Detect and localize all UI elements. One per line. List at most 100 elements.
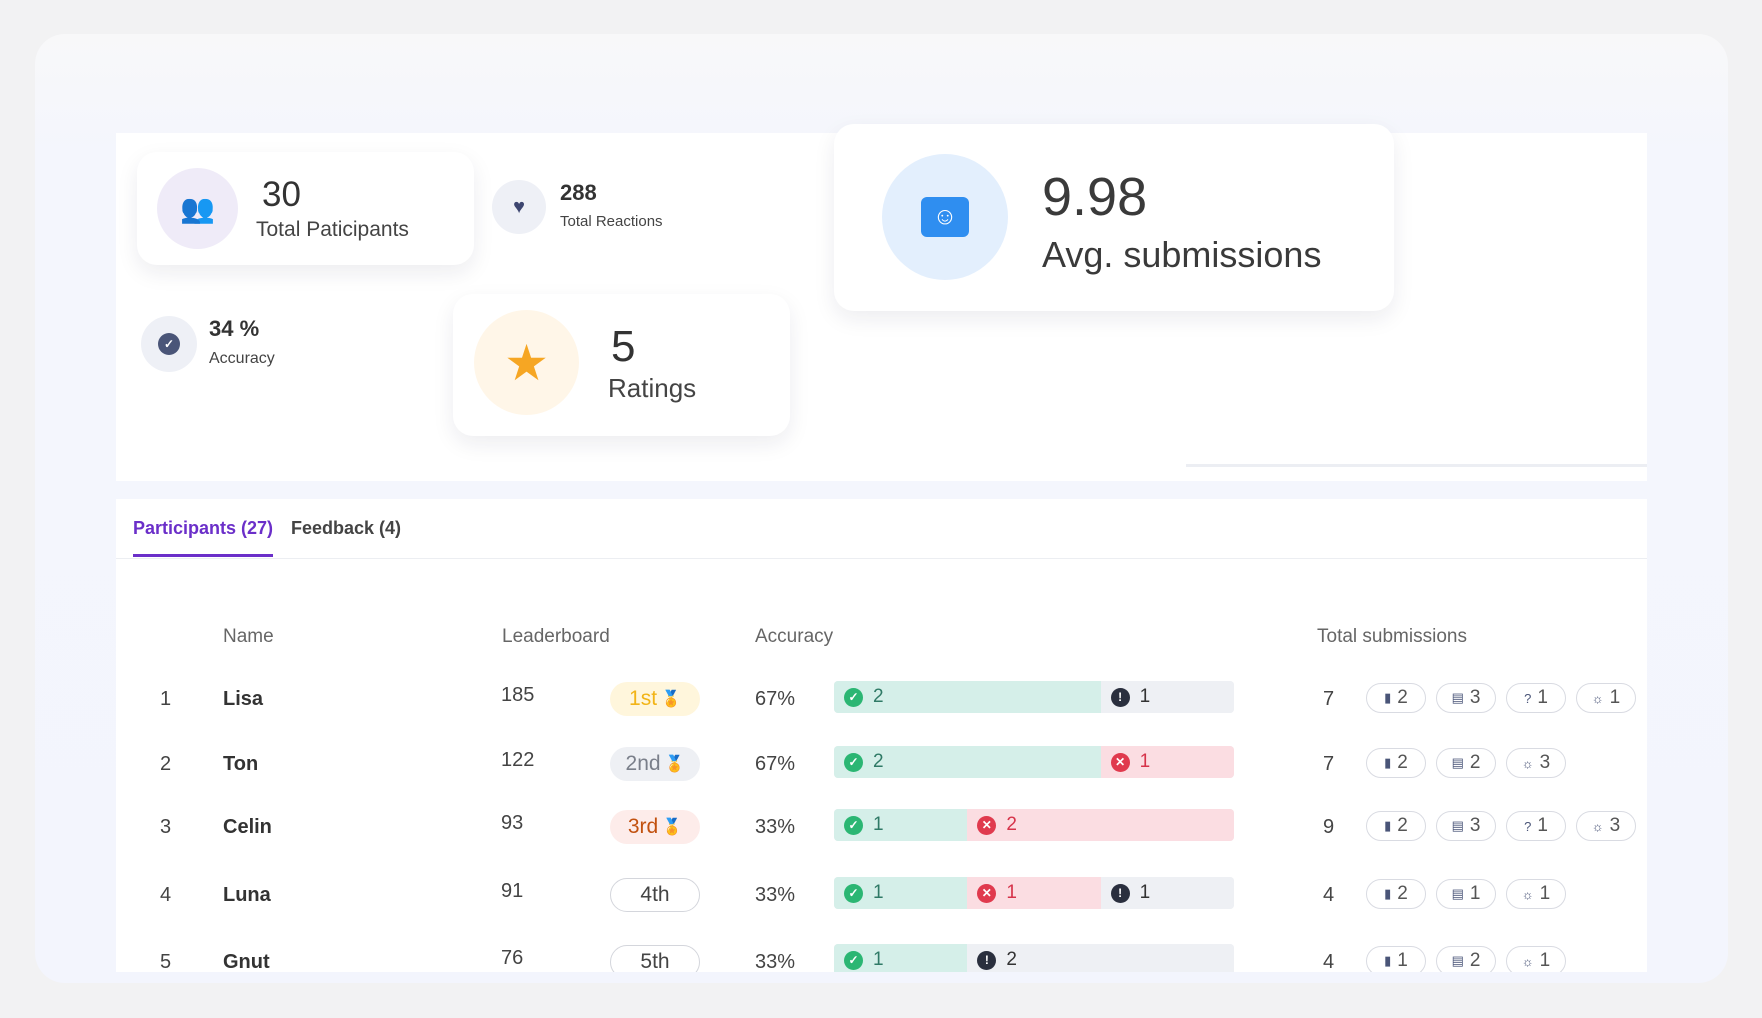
reactions-label: Total Reactions xyxy=(560,213,663,230)
participant-name: Lisa xyxy=(223,687,264,710)
participant-name: Gnut xyxy=(223,950,270,973)
check-icon: ✓ xyxy=(141,316,197,372)
ratings-value: 5 xyxy=(611,322,636,371)
row-index: 4 xyxy=(160,883,172,906)
participants-panel: Participants (27) Feedback (4) Name Lead… xyxy=(116,499,1647,972)
chip-count: 2 xyxy=(1397,815,1408,836)
avg-label: Avg. submissions xyxy=(1042,234,1322,275)
submission-chip: ☼ 1 xyxy=(1506,879,1566,909)
submission-chip: ▮ 2 xyxy=(1366,879,1426,909)
poll-icon: ▮ xyxy=(1384,886,1392,901)
submission-chip: ? 1 xyxy=(1506,683,1566,713)
tab-participants[interactable]: Participants (27) xyxy=(133,518,274,557)
correct-segment: ✓ 1 xyxy=(834,944,968,972)
table-row[interactable]: 4 Luna 91 4th 33% ✓ 1 ✕ 1! 1 4 ▮ 2 ▤ 1 ☼ 1 xyxy=(116,875,1647,915)
rank-badge: 2nd 🏅 xyxy=(610,747,700,781)
correct-segment: ✓ 1 xyxy=(834,809,968,841)
unanswered-segment: ! 2 xyxy=(967,944,1234,972)
accuracy-percent: 67% xyxy=(755,752,796,775)
rank-label: 1st xyxy=(629,687,658,710)
heart-icon: ♥ xyxy=(492,180,546,234)
idea-icon: ☼ xyxy=(1591,818,1604,834)
idea-icon: ☼ xyxy=(1591,690,1604,706)
reactions-value: 288 xyxy=(560,180,597,205)
correct-segment: ✓ 2 xyxy=(834,746,1101,778)
chip-count: 1 xyxy=(1397,950,1408,971)
wrong-count: 1 xyxy=(1006,882,1017,903)
correct-segment: ✓ 1 xyxy=(834,877,968,909)
submission-chip: ☼ 3 xyxy=(1506,748,1566,778)
accuracy-value: 34 % xyxy=(209,316,260,341)
exclamation-circle-icon: ! xyxy=(977,950,997,970)
row-index: 2 xyxy=(160,752,172,775)
smiley-chat-icon: ☺ xyxy=(882,154,1008,280)
submission-chip: ▮ 2 xyxy=(1366,811,1426,841)
check-circle-icon: ✓ xyxy=(844,687,863,707)
chip-count: 3 xyxy=(1539,752,1551,773)
exclamation-circle-icon: ! xyxy=(1110,883,1130,903)
header-total-submissions: Total submissions xyxy=(1317,626,1467,647)
medal-icon: 🏅 xyxy=(661,691,681,708)
idea-icon: ☼ xyxy=(1521,755,1534,771)
ratings-label: Ratings xyxy=(608,373,697,403)
header-name: Name xyxy=(223,626,274,647)
submission-chip: ☼ 3 xyxy=(1576,811,1636,841)
text-icon: ▤ xyxy=(1451,886,1464,901)
rank-badge: 4th xyxy=(610,878,700,912)
chip-count: 1 xyxy=(1537,815,1548,836)
unanswered-segment: ! 1 xyxy=(1100,877,1234,909)
accuracy-bar: ✓ 1 ✕ 1! 1 xyxy=(834,877,1234,909)
correct-count: 1 xyxy=(873,882,884,903)
exclamation-circle-icon: ! xyxy=(1110,687,1130,707)
submission-chip: ▤ 2 xyxy=(1436,946,1496,972)
unanswered-count: 1 xyxy=(1139,686,1151,707)
question-icon: ? xyxy=(1524,818,1532,834)
poll-icon: ▮ xyxy=(1384,755,1392,770)
total-submissions: 7 xyxy=(1323,687,1335,710)
poll-icon: ▮ xyxy=(1384,818,1392,833)
x-circle-icon: ✕ xyxy=(977,883,997,903)
chip-count: 2 xyxy=(1469,950,1481,971)
rank-label: 4th xyxy=(640,883,670,906)
score: 93 xyxy=(501,811,524,834)
header-leaderboard: Leaderboard xyxy=(502,626,610,647)
accuracy-label: Accuracy xyxy=(209,350,275,367)
tabs-divider xyxy=(116,558,1647,559)
correct-count: 1 xyxy=(873,814,884,835)
wrong-segment: ✕ 1 xyxy=(1100,746,1234,778)
score: 91 xyxy=(501,879,524,902)
table-row[interactable]: 1 Lisa 185 1st 🏅 67% ✓ 2! 1 7 ▮ 2 ▤ 3? 1 ☼ 1 xyxy=(116,679,1647,719)
wrong-count: 2 xyxy=(1006,814,1017,835)
submission-chip: ☼ 1 xyxy=(1506,946,1566,972)
unanswered-count: 2 xyxy=(1006,949,1017,970)
accuracy-bar: ✓ 1 ✕ 2 xyxy=(834,809,1234,841)
unanswered-count: 1 xyxy=(1139,882,1151,903)
accuracy-bar: ✓ 2 ✕ 1 xyxy=(834,746,1234,778)
check-circle-icon: ✓ xyxy=(844,815,863,835)
score: 76 xyxy=(501,946,524,969)
x-circle-icon: ✕ xyxy=(977,815,997,835)
divider xyxy=(1186,464,1647,467)
accuracy-percent: 33% xyxy=(755,950,796,973)
row-index: 3 xyxy=(160,815,172,838)
chip-count: 2 xyxy=(1397,883,1408,904)
submission-chip: ▤ 3 xyxy=(1436,811,1496,841)
question-icon: ? xyxy=(1524,690,1532,706)
participant-name: Ton xyxy=(223,752,259,775)
submission-chip: ▮ 2 xyxy=(1366,748,1426,778)
submission-chip: ▤ 2 xyxy=(1436,748,1496,778)
medal-icon: 🏅 xyxy=(664,756,685,773)
total-submissions: 4 xyxy=(1323,950,1335,973)
table-row[interactable]: 3 Celin 93 3rd 🏅 33% ✓ 1 ✕ 2 9 ▮ 2 ▤ 3? 1 ☼ 3 xyxy=(116,807,1647,847)
submission-chip: ▮ 2 xyxy=(1366,683,1426,713)
table-row[interactable]: 5 Gnut 76 5th 33% ✓ 1! 2 4 ▮ 1 ▤ 2 ☼ 1 xyxy=(116,942,1647,972)
chip-count: 1 xyxy=(1539,950,1551,971)
tab-feedback[interactable]: Feedback (4) xyxy=(291,518,402,538)
check-circle-icon: ✓ xyxy=(844,950,863,970)
table-row[interactable]: 2 Ton 122 2nd 🏅 67% ✓ 2 ✕ 1 7 ▮ 2 ▤ 2 ☼ 3 xyxy=(116,744,1647,784)
unanswered-segment: ! 1 xyxy=(1100,681,1234,713)
submission-chip: ? 1 xyxy=(1506,811,1566,841)
check-circle-icon: ✓ xyxy=(844,752,863,772)
score: 122 xyxy=(501,748,535,771)
rank-badge: 1st 🏅 xyxy=(610,682,700,716)
